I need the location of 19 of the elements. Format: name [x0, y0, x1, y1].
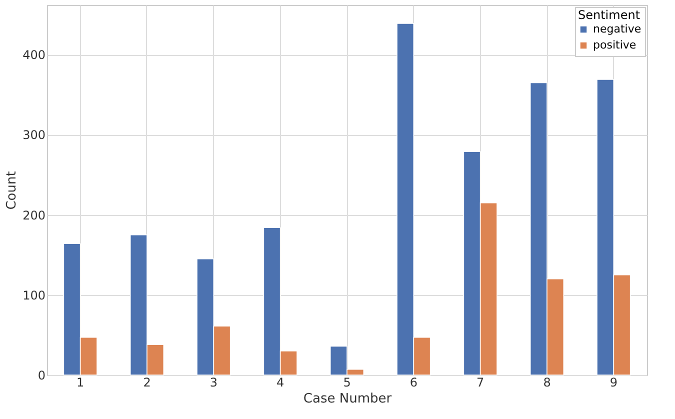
y-tick-label: 100 — [22, 288, 46, 302]
x-axis-title: Case Number — [303, 392, 392, 406]
x-tick-label: 9 — [610, 376, 618, 390]
y-tick-label: 400 — [22, 48, 46, 62]
x-tick-label: 1 — [76, 376, 84, 390]
x-tick-label: 8 — [543, 376, 551, 390]
y-tick-label: 200 — [22, 208, 46, 222]
x-tick-label: 6 — [410, 376, 418, 390]
x-tick-label: 3 — [210, 376, 218, 390]
legend-label: positive — [593, 38, 636, 52]
y-tick-label: 300 — [22, 128, 46, 142]
x-tick-label: 2 — [143, 376, 151, 390]
x-tick-label: 7 — [476, 376, 484, 390]
x-tick-label: 5 — [343, 376, 351, 390]
y-axis-title: Count — [4, 171, 20, 210]
x-tick-label: 4 — [276, 376, 284, 390]
y-tick-label: 0 — [38, 368, 46, 382]
legend-title: Sentiment — [578, 8, 640, 22]
legend-label: negative — [593, 22, 642, 36]
